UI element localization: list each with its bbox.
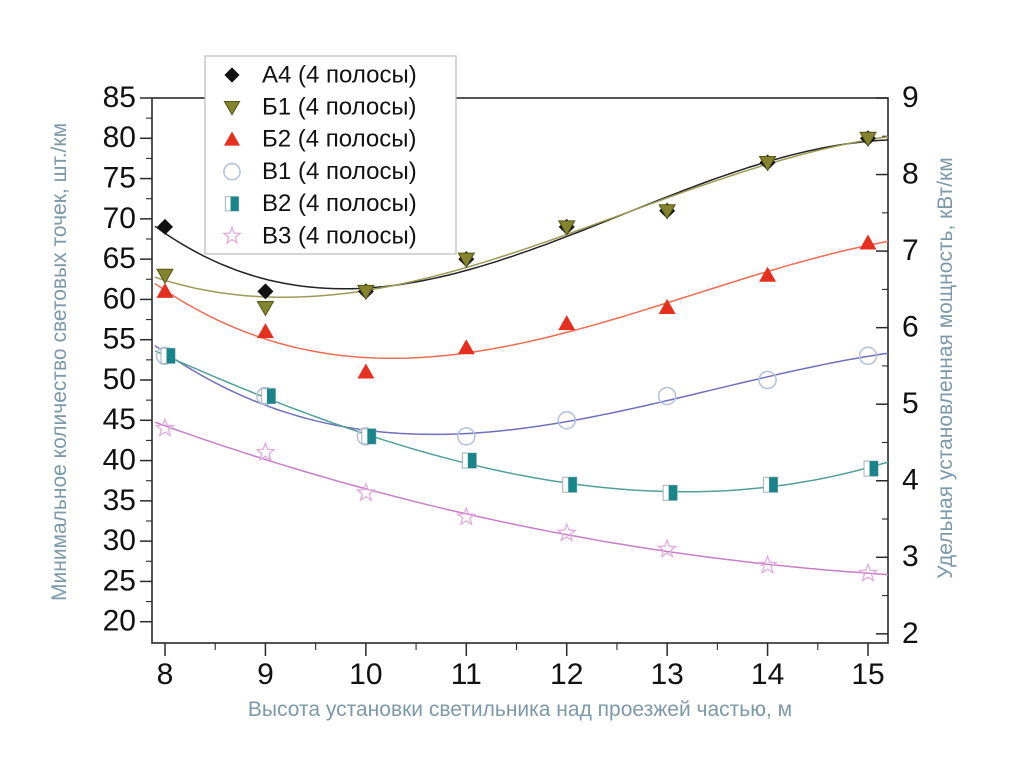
x-tick-label: 11	[451, 658, 482, 691]
marker-circle-open	[223, 162, 241, 181]
y-left-tick-label: 25	[103, 564, 136, 597]
marker-triangle-up	[658, 298, 676, 314]
marker-circle-open	[456, 427, 476, 446]
marker-square-half	[230, 196, 239, 211]
marker-triangle-down	[356, 284, 375, 301]
x-tick-label: 9	[257, 658, 274, 691]
marker-triangle-up	[156, 282, 174, 298]
marker-square-half	[769, 477, 778, 493]
marker-triangle-up	[558, 315, 576, 331]
y-right-tick-label: 7	[902, 234, 919, 267]
marker-square-half	[266, 388, 276, 404]
y-right-tick-label: 5	[902, 387, 919, 420]
marker-square-half	[467, 453, 477, 469]
marker-star-open	[656, 538, 678, 559]
y-left-tick-label: 85	[103, 81, 136, 114]
marker-circle-open	[657, 386, 677, 406]
marker-star-open	[355, 481, 377, 502]
y-left-tick-label: 35	[103, 484, 136, 517]
marker-square-half	[668, 485, 678, 501]
series-curve-5	[154, 421, 889, 576]
legend-item-label: В2 (4 полосы)	[262, 190, 417, 217]
series-curve-3	[154, 344, 889, 436]
legend-item-label: В3 (4 полосы)	[262, 222, 417, 249]
legend-item-label: В1 (4 полосы)	[262, 158, 417, 185]
marker-triangle-down	[557, 220, 576, 236]
legend-item-label: Б1 (4 полосы)	[262, 94, 416, 121]
marker-triangle-up	[357, 363, 375, 379]
marker-circle-open	[858, 346, 878, 366]
y-left-tick-label: 45	[103, 403, 136, 436]
marker-diamond	[224, 67, 240, 83]
y-right-tick-label: 4	[902, 464, 919, 497]
marker-square-half	[869, 461, 879, 477]
y-right-tick-label: 2	[902, 617, 919, 650]
y-axis-title-left: Минимальное количество световых точек, ш…	[48, 123, 71, 601]
y-right-tick-label: 6	[902, 311, 919, 344]
marker-star-open	[154, 417, 176, 438]
x-tick-label: 14	[751, 658, 784, 691]
x-tick-label: 12	[550, 658, 583, 691]
y-left-tick-label: 75	[103, 161, 136, 194]
marker-star-open	[222, 225, 242, 245]
marker-triangle-up	[859, 234, 877, 250]
y-left-tick-label: 30	[103, 524, 136, 557]
y-left-tick-label: 20	[103, 605, 136, 638]
legend-item-label: А4 (4 полосы)	[262, 61, 417, 88]
marker-triangle-up	[256, 323, 274, 339]
marker-star-open	[757, 554, 778, 575]
marker-square-half	[367, 428, 376, 444]
marker-triangle-down	[457, 252, 476, 269]
marker-diamond	[157, 218, 173, 235]
marker-triangle-up	[759, 266, 777, 282]
marker-triangle-down	[156, 268, 174, 285]
legend-item-label: Б2 (4 полосы)	[262, 126, 416, 153]
y-right-tick-label: 3	[902, 540, 919, 573]
x-tick-label: 15	[851, 658, 884, 691]
marker-square-half	[166, 348, 175, 364]
y-left-tick-label: 50	[103, 363, 136, 396]
marker-square-half	[568, 477, 577, 493]
y-left-tick-label: 70	[103, 202, 136, 235]
y-left-tick-label: 60	[103, 282, 136, 315]
y-left-tick-label: 40	[103, 443, 136, 476]
x-tick-label: 8	[157, 658, 174, 691]
marker-circle-open	[557, 410, 577, 430]
y-right-tick-label: 9	[902, 81, 919, 114]
marker-triangle-down	[223, 101, 241, 116]
plot-frame	[151, 97, 889, 644]
series-curve-2	[154, 240, 889, 360]
marker-star-open	[455, 506, 477, 526]
y-left-tick-label: 80	[103, 121, 136, 154]
marker-triangle-up	[223, 131, 241, 146]
marker-triangle-up	[457, 339, 475, 355]
marker-circle-open	[758, 370, 777, 390]
marker-triangle-down	[758, 155, 777, 172]
marker-star-open	[255, 441, 276, 462]
marker-triangle-down	[658, 204, 677, 220]
y-left-tick-label: 55	[103, 323, 136, 356]
marker-triangle-down	[256, 300, 275, 317]
y-right-tick-label: 8	[902, 157, 919, 190]
marker-star-open	[857, 562, 879, 583]
x-tick-label: 10	[349, 658, 382, 691]
marker-star-open	[556, 522, 578, 542]
marker-triangle-down	[859, 131, 877, 148]
marker-diamond	[257, 283, 274, 300]
y-axis-title-right: Удельная установленная мощность, кВт/км	[934, 157, 957, 578]
x-axis-title: Высота установки светильника над проезже…	[248, 698, 792, 721]
series-curve-4	[154, 350, 889, 493]
y-left-tick-label: 65	[103, 242, 136, 275]
legend-box	[204, 55, 457, 255]
x-tick-label: 13	[650, 658, 683, 691]
